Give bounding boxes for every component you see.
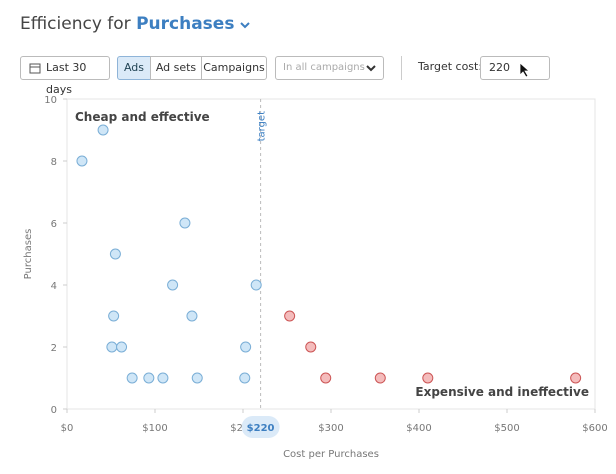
point: [76, 155, 88, 167]
date-range: Last 30 days: [46, 61, 87, 96]
x-axis-label: Cost per Purchases: [283, 449, 379, 460]
point: [109, 248, 121, 260]
point: [143, 372, 155, 384]
point: [186, 310, 198, 322]
target-label: Target cost:: [418, 60, 483, 73]
annotation: Expensive and ineffective: [415, 385, 589, 399]
point: [106, 341, 118, 353]
y-tick-label: 2: [51, 343, 57, 354]
point: [97, 124, 109, 136]
x-tick-label: $200: [230, 423, 255, 434]
point: [179, 217, 191, 229]
title: Efficiency for: [20, 14, 131, 34]
point: [305, 341, 317, 353]
x-tick-label: $500: [494, 423, 519, 434]
header: Efficiency for Purchases: [20, 14, 251, 34]
target-text: target: [257, 111, 268, 141]
point: [191, 372, 203, 384]
chevron: [366, 65, 376, 72]
annotation: Cheap and effective: [75, 110, 210, 124]
point: [240, 341, 252, 353]
cursor: [519, 62, 531, 78]
target-value: 220: [489, 61, 510, 74]
chevron: [240, 22, 251, 29]
date-range-button[interactable]: Last 30 days: [20, 56, 110, 96]
y-axis-label: Purchases: [23, 229, 34, 280]
target-input[interactable]: 220: [480, 56, 550, 80]
metric: Purchases: [136, 14, 235, 34]
point: [167, 279, 179, 291]
y-tick-label: 6: [51, 219, 57, 230]
divider: [401, 56, 402, 80]
y-tick-label: 0: [51, 405, 57, 416]
y-tick-label: 8: [51, 157, 57, 168]
x-tick-label: $600: [582, 423, 607, 434]
point: [422, 372, 434, 384]
x-tick-label: $300: [318, 423, 343, 434]
point: [570, 372, 582, 384]
point: [157, 372, 169, 384]
point: [116, 341, 128, 353]
point: [320, 372, 332, 384]
metric-selector[interactable]: Purchases: [136, 14, 251, 34]
tab-ad-sets[interactable]: Ad sets: [150, 56, 202, 80]
point: [374, 372, 386, 384]
calendar-icon: [29, 63, 41, 74]
campaign-filter-text: In all campaigns: [283, 62, 365, 73]
x-tick-label: $0: [61, 423, 74, 434]
y-tick-label: 4: [51, 281, 57, 292]
point: [284, 310, 296, 322]
target-badge: [241, 416, 280, 438]
x-tick-label: $400: [406, 423, 431, 434]
plot-frame: [66, 98, 596, 410]
target-tick-label: $220: [247, 423, 275, 434]
point: [250, 279, 262, 291]
tab-ads[interactable]: Ads: [117, 56, 151, 80]
point: [239, 372, 251, 384]
x-tick-label: $100: [142, 423, 167, 434]
campaign-filter[interactable]: In all campaigns: [275, 56, 384, 80]
tab-campaigns[interactable]: Campaigns: [201, 56, 267, 80]
point: [108, 310, 120, 322]
point: [126, 372, 138, 384]
